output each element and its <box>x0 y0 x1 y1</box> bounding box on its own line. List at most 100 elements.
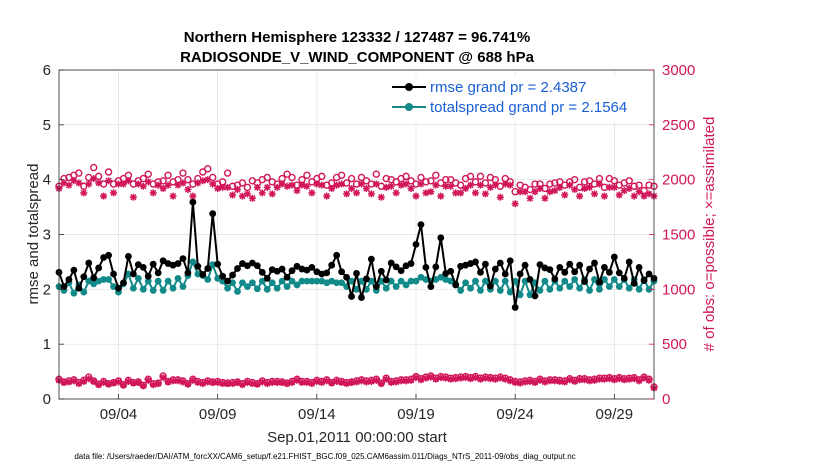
obs-assimilated-point <box>134 379 142 387</box>
obs-possible-point <box>362 177 371 185</box>
obs-possible-point <box>402 172 410 181</box>
obs-assimilated-point <box>348 184 356 192</box>
obs-assimilated-point <box>65 378 73 386</box>
obs-assimilated-point <box>541 194 549 202</box>
rmse-point <box>392 263 400 271</box>
obs-assimilated-point <box>174 181 182 189</box>
obs-assimilated-point <box>308 380 316 388</box>
axis-ticks: 09/04 09/09 09/14 09/19 09/24 09/29 0 1 2 3 4 5 6 0 50… <box>43 62 696 423</box>
rmse-point <box>184 269 192 277</box>
obs-assimilated-point <box>189 376 197 384</box>
legend-rmse-label: rmse grand pr = 2.4387 <box>430 79 586 96</box>
rmse-point <box>308 264 316 271</box>
obs-assimilated-point <box>362 378 370 386</box>
obs-assimilated-point <box>457 374 465 382</box>
obs-assimilated-point <box>467 181 475 189</box>
rmse-point <box>234 265 241 272</box>
obs-assimilated-point <box>343 190 351 198</box>
obs-assimilated-point <box>124 377 132 385</box>
obs-possible-point <box>144 170 152 178</box>
obs-assimilated-point <box>561 378 569 386</box>
obs-assimilated-point <box>313 377 321 385</box>
x-tick-label: 09/04 <box>100 406 138 423</box>
obs-assimilated-point <box>174 377 182 385</box>
rmse-point <box>278 265 286 273</box>
obs-possible-point <box>382 174 390 183</box>
rmse-point <box>144 272 152 280</box>
totalspread-point <box>234 288 241 295</box>
obs-assimilated-point <box>392 378 400 386</box>
rmse-point <box>531 292 539 300</box>
obs-assimilated-point <box>511 379 519 387</box>
totalspread-point <box>70 289 78 297</box>
obs-assimilated-point <box>253 183 261 191</box>
x-tick-label: 09/09 <box>199 406 237 423</box>
obs-assimilated-point <box>501 375 509 383</box>
obs-assimilated-point <box>397 181 405 189</box>
obs-assimilated-point <box>323 377 331 385</box>
obs-assimilated-point <box>219 183 227 191</box>
obs-assimilated-point <box>506 377 514 385</box>
rmse-point <box>303 266 311 274</box>
obs-assimilated-point <box>615 375 623 383</box>
x-tick-label: 09/24 <box>496 406 534 423</box>
y2-tick-label: 3000 <box>662 62 695 79</box>
rmse-point <box>506 257 514 265</box>
obs-assimilated-point <box>80 377 88 385</box>
obs-assimilated-point <box>422 374 430 382</box>
obs-assimilated-point <box>392 189 400 197</box>
obs-assimilated-point <box>293 187 301 195</box>
y2-tick-label: 2500 <box>662 117 695 134</box>
totalspread-point <box>129 284 137 292</box>
obs-assimilated-point <box>576 192 584 200</box>
rmse-point <box>367 255 375 263</box>
obs-assimilated-point <box>328 379 336 387</box>
obs-assimilated-point <box>169 192 177 200</box>
rmse-point <box>115 284 122 292</box>
obs-assimilated-point <box>238 381 246 389</box>
obs-assimilated-point <box>447 375 455 383</box>
obs-assimilated-point <box>100 192 108 200</box>
obs-assimilated-point <box>313 180 321 188</box>
obs-assimilated-point <box>199 380 207 388</box>
totalspread-point <box>382 284 390 292</box>
data-file-footnote: data file: /Users/raeder/DAI/ATM_forcXX/… <box>74 452 575 461</box>
obs-assimilated-point <box>620 187 628 195</box>
obs-assimilated-point <box>333 377 341 385</box>
obs-possible-point <box>471 178 480 186</box>
obs-assimilated-point <box>95 381 103 389</box>
obs-assimilated-point <box>110 379 118 387</box>
totalspread-point <box>353 285 360 293</box>
obs-assimilated-point <box>139 182 147 190</box>
totalspread-point <box>392 283 400 290</box>
obs-assimilated-point <box>85 375 93 383</box>
totalspread-point <box>154 277 162 285</box>
obs-assimilated-point <box>630 375 638 383</box>
rmse-point <box>551 275 559 283</box>
totalspread-point <box>144 277 152 285</box>
rmse-point <box>427 283 435 290</box>
obs-assimilated-point <box>234 379 241 387</box>
obs-assimilated-point <box>110 189 118 197</box>
obs-assimilated-point <box>367 190 375 198</box>
obs-possible-point <box>179 169 187 177</box>
rmse-point <box>605 268 613 276</box>
obs-assimilated-point <box>472 189 479 197</box>
obs-possible-point <box>585 177 594 185</box>
obs-assimilated-point <box>229 380 237 388</box>
obs-possible-point <box>551 179 559 187</box>
totalspread-point <box>591 276 598 283</box>
totalspread-point <box>333 279 341 287</box>
totalspread-point <box>625 284 633 292</box>
rmse-point <box>372 283 380 290</box>
rmse-point <box>422 264 430 271</box>
obs-assimilated-point <box>100 379 108 387</box>
rmse-point <box>120 279 127 287</box>
obs-assimilated-point <box>318 379 326 387</box>
obs-assimilated-point <box>481 190 489 198</box>
obs-assimilated-point <box>387 379 395 387</box>
totalspread-point <box>149 287 157 294</box>
totalspread-point <box>293 281 301 289</box>
totalspread-point <box>605 283 613 290</box>
obs-assimilated-point <box>501 180 509 188</box>
